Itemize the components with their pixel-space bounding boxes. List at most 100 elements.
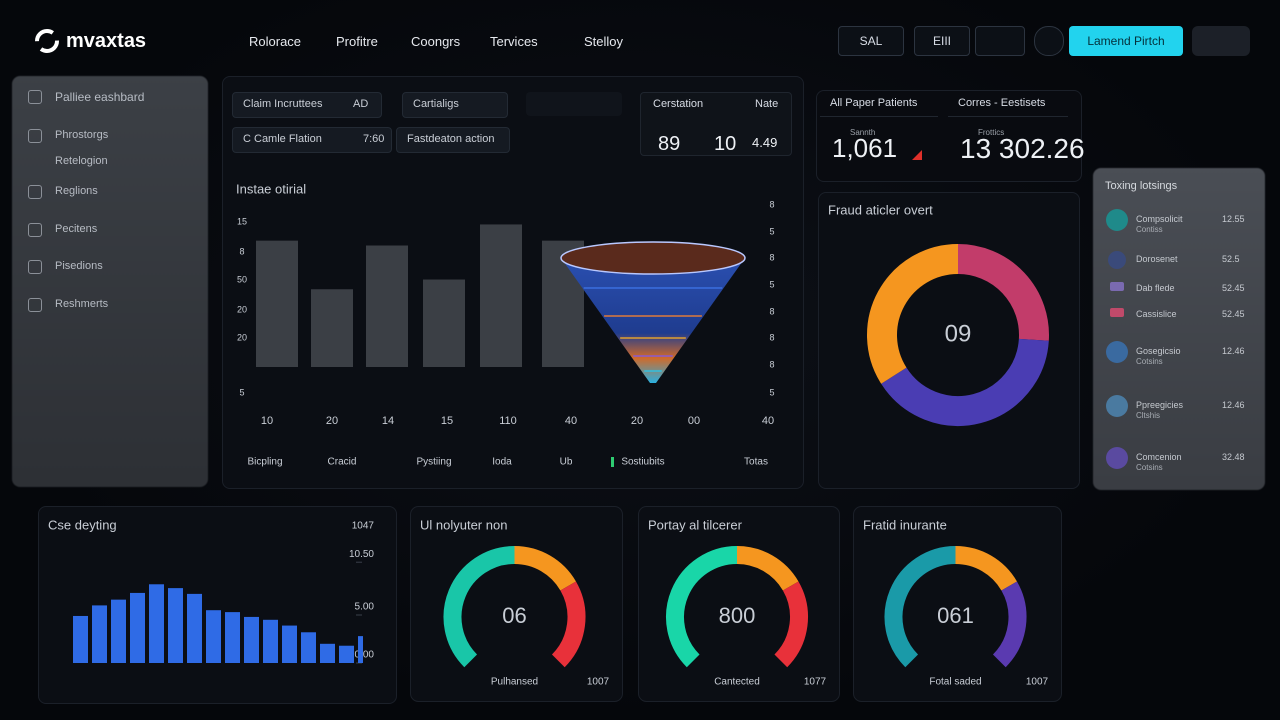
y-tick-label: 5.00 <box>355 602 375 613</box>
summary-label: Cerstation <box>653 98 704 110</box>
x-axis-label: 14 <box>382 415 394 427</box>
bar <box>187 593 202 663</box>
donut-segment <box>881 338 1049 426</box>
ranking-value: 12.46 <box>1222 346 1245 356</box>
gauge-footer-value: 1007 <box>1026 677 1049 688</box>
filter-value: 7:60 <box>363 133 385 145</box>
nav-link[interactable]: Rolorace <box>249 34 302 49</box>
ranking-sub: Cotsins <box>1136 463 1163 472</box>
cta-button[interactable]: Lamend Pirtch <box>1069 26 1183 56</box>
y-axis-label: 20 <box>237 332 247 342</box>
sidebar-item[interactable]: Pecitens <box>55 223 98 235</box>
kpi-value: 13 302.26 <box>960 133 1085 164</box>
donut-chart: Fraud aticler overt 09 <box>828 202 1049 426</box>
nav-link[interactable]: Profitre <box>336 34 378 49</box>
bar <box>168 588 183 663</box>
sidebar-item[interactable]: Reglions <box>55 185 98 197</box>
filter-label: Claim Incruttees <box>243 98 323 110</box>
filter-chip[interactable]: Fastdeaton action <box>396 127 510 153</box>
y2-axis-label: 8 <box>769 252 774 262</box>
funnel-top <box>560 241 746 275</box>
bar <box>225 612 240 663</box>
sidebar-item[interactable]: Reshmerts <box>55 298 109 310</box>
bar <box>358 636 363 663</box>
y2-axis-label: 8 <box>769 359 774 369</box>
header-button[interactable]: SAL <box>838 26 904 56</box>
x-axis-label: 110 <box>499 415 517 427</box>
sidebar-icon <box>28 223 42 237</box>
summary-value: 4.49 <box>752 135 778 150</box>
ranking-value: 52.45 <box>1222 283 1245 293</box>
nav-link[interactable]: Coongrs <box>411 34 461 49</box>
ranking-name: Dab flede <box>1136 283 1175 293</box>
sidebar-item[interactable]: Retelogion <box>55 155 108 167</box>
filter-label: C Camle Flation <box>243 133 322 145</box>
bar <box>366 245 408 367</box>
ranking-sub: Contiss <box>1136 225 1163 234</box>
summary-label: Nate <box>755 98 779 110</box>
ranking-avatar <box>1106 395 1128 417</box>
icon-button[interactable] <box>975 26 1025 56</box>
gauge-arc <box>666 546 738 668</box>
y-axis-label: 5 <box>239 387 244 397</box>
sidebar-item[interactable]: Palliee eashbard <box>55 90 145 104</box>
gauge-arc <box>884 546 956 668</box>
avatar[interactable] <box>1192 26 1250 56</box>
ranking-name: Dorosenet <box>1136 254 1178 264</box>
gauge-card: Ul nolyuter non 06 Pulhansed 1007 <box>410 506 623 702</box>
ranking-value: 52.45 <box>1222 309 1245 319</box>
header-button[interactable]: EIII <box>914 26 970 56</box>
sidebar-icon <box>28 185 42 199</box>
kpi-label-box <box>820 92 938 117</box>
y-tick-label: 10.50 <box>349 549 374 560</box>
chart-corner: 1047 <box>352 521 375 532</box>
nav-link[interactable]: Stelloy <box>584 34 624 49</box>
nav-link[interactable]: Tervices <box>490 34 538 49</box>
y2-axis-label: 5 <box>769 226 774 236</box>
bar <box>130 592 145 663</box>
logo-text: mvaxtas <box>66 30 147 52</box>
gauge-arc <box>992 581 1027 668</box>
bar <box>480 224 522 367</box>
y2-axis-label: 5 <box>769 279 774 289</box>
ranking-title: Toxing lotsings <box>1105 180 1178 192</box>
bar <box>206 610 221 663</box>
gauge-footer: Fotal saded <box>929 677 981 688</box>
ranking-avatar <box>1110 282 1124 291</box>
ranking-avatar <box>1110 308 1124 317</box>
gauge-card: Portay al tilcerer 800 Cantected 1077 <box>638 506 840 702</box>
gauge-title: Fratid inurante <box>863 517 947 532</box>
gauge-title: Ul nolyuter non <box>420 517 507 532</box>
funnel <box>561 258 745 383</box>
summary-value: 10 <box>714 133 737 155</box>
filter-value: AD <box>353 98 369 110</box>
x-axis-label: 20 <box>326 415 338 427</box>
filter-chip[interactable]: C Camle Flation 7:60 <box>232 127 392 153</box>
icon-button[interactable] <box>1034 26 1064 56</box>
sidebar-item[interactable]: Phrostorgs <box>55 129 109 141</box>
ranking-value: 12.55 <box>1222 214 1245 224</box>
y2-axis-label: 8 <box>769 332 774 342</box>
x-axis-label: 40 <box>762 415 774 427</box>
bar <box>423 279 465 367</box>
filter-chip[interactable]: Cartialigs <box>402 92 508 118</box>
gauge-footer: Cantected <box>714 677 760 688</box>
gauge-arc <box>955 546 1017 591</box>
ranking-avatar <box>1108 251 1126 269</box>
sidebar-item[interactable]: Pisedions <box>55 260 103 272</box>
gauge-arc <box>443 546 515 668</box>
chart-title: Instae otirial <box>236 181 306 196</box>
ranking-name: Gosegicsio <box>1136 346 1181 356</box>
ranking-value: 52.5 <box>1222 254 1240 264</box>
search-box[interactable] <box>526 92 622 116</box>
filter-chip[interactable]: Claim Incruttees AD <box>232 92 382 118</box>
x-axis-label: 40 <box>565 415 577 427</box>
y-axis-label: 50 <box>237 274 247 284</box>
bar <box>111 599 126 663</box>
legend-swatch <box>611 457 614 467</box>
filter-label: Cartialigs <box>413 98 459 110</box>
ranking-sub: Cltshis <box>1136 411 1161 420</box>
kpi-trend <box>912 150 922 160</box>
summary-value: 89 <box>658 133 681 155</box>
legend-label: Sostiubits <box>621 457 664 468</box>
